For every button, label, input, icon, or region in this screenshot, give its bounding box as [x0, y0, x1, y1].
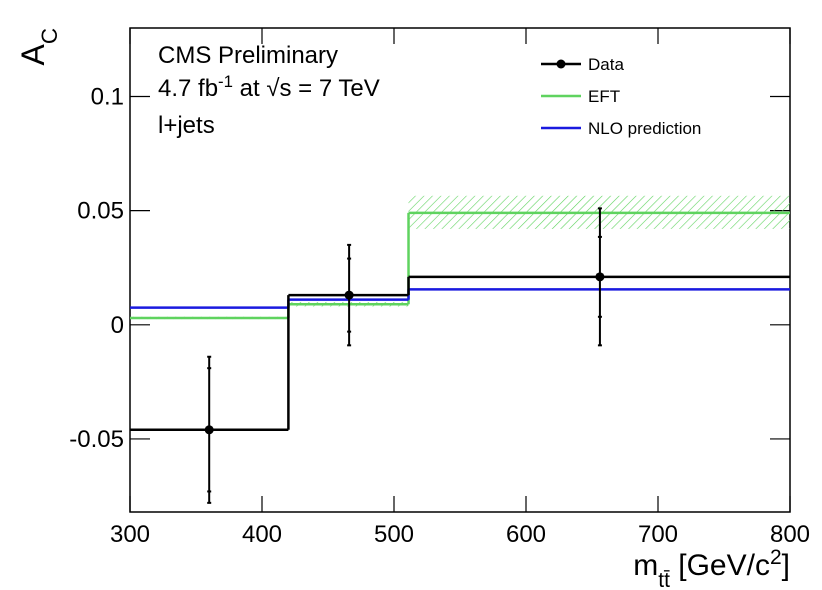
y-tick-label: 0 [111, 312, 124, 339]
x-axis-label-part: m [633, 549, 658, 582]
x-tick-label: 700 [638, 521, 678, 548]
annotation: 4.7 fb-1 at √s = 7 TeV [158, 72, 380, 103]
annotation-part: -1 [218, 72, 233, 91]
x-axis-label-part: 2 [770, 546, 782, 569]
legend-label: Data [588, 55, 624, 74]
x-tick-label: 600 [506, 521, 546, 548]
annotation-part: l+jets [158, 112, 215, 139]
y-tick-label: -0.05 [69, 426, 124, 453]
x-tick-label: 800 [770, 521, 810, 548]
annotation-part: at √s = 7 TeV [233, 75, 380, 102]
annotation-part: 4.7 fb [158, 75, 218, 102]
x-tick-label: 400 [242, 521, 282, 548]
data-point [204, 425, 214, 435]
x-axis-label: mtt̄ [GeV/c2] [633, 546, 790, 590]
annotation: CMS Preliminary [158, 42, 338, 69]
x-tick-label: 500 [374, 521, 414, 548]
y-tick-label: 0.1 [91, 83, 124, 110]
plot-frame [129, 27, 791, 513]
y-axis-label: AC [15, 28, 62, 66]
y-axis-label-part: C [37, 28, 62, 44]
legend-marker [556, 59, 566, 69]
x-axis-label-part: ] [782, 549, 790, 582]
legend-label: EFT [588, 87, 620, 106]
x-tick-label: 300 [110, 521, 150, 548]
x-axis-label-part: tt̄ [658, 569, 670, 590]
y-axis-label-part: A [15, 44, 51, 66]
data-point [344, 290, 354, 300]
annotation-part: CMS Preliminary [158, 42, 338, 69]
y-tick-label: 0.05 [77, 198, 124, 225]
legend-label: NLO prediction [588, 119, 701, 138]
data-point [595, 272, 605, 282]
annotation: l+jets [158, 112, 215, 139]
x-axis-label-part: [GeV/c [670, 549, 770, 582]
